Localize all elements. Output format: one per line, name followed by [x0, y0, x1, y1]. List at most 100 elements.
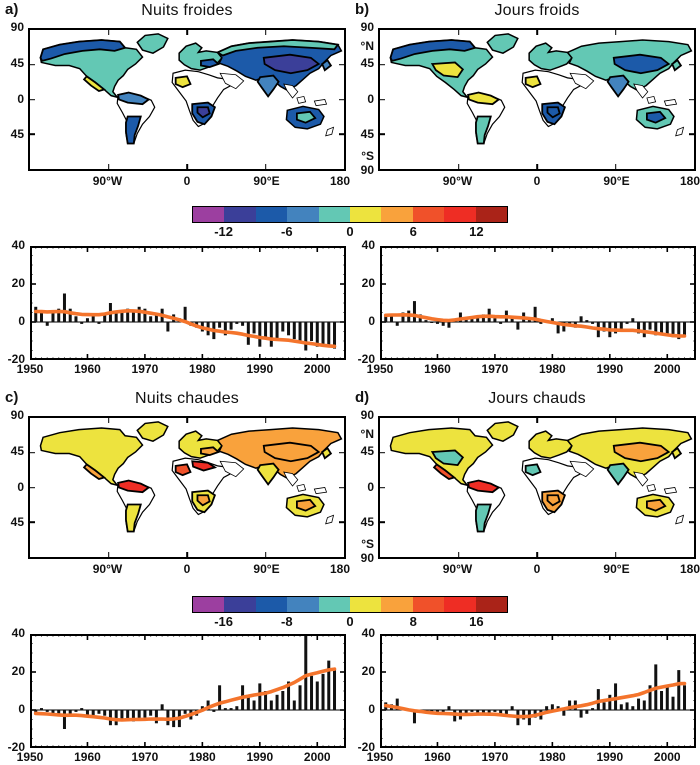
map-region-na_north_band	[390, 40, 475, 61]
bar	[39, 312, 43, 322]
panel-a-timeseries	[30, 246, 346, 360]
bar	[51, 710, 55, 714]
bar	[315, 681, 319, 710]
bar	[218, 322, 222, 328]
bar	[412, 710, 416, 724]
map-x-tick-label: 90°W	[442, 174, 473, 188]
bar	[45, 322, 49, 326]
map-region-northamerica	[40, 428, 142, 485]
bar	[637, 698, 641, 710]
bar	[45, 710, 49, 712]
bar	[591, 322, 595, 324]
map-tick	[107, 30, 110, 35]
map-region-borneo	[647, 484, 656, 491]
bar	[241, 322, 245, 326]
bar	[430, 710, 434, 712]
bar	[556, 322, 560, 334]
bar	[568, 700, 572, 710]
panel-a-map-y-axis-labels: 90 45 0 45	[0, 20, 25, 171]
map-region-japan	[672, 448, 681, 458]
colorbar-segment	[475, 207, 508, 222]
map-tick	[380, 133, 385, 136]
map-tick	[186, 552, 188, 557]
map-region-greenland	[487, 34, 518, 53]
map-x-tick-label: 90°W	[92, 174, 123, 188]
plot-frame	[380, 634, 696, 748]
bar	[183, 306, 187, 322]
map-region-arabia	[220, 73, 244, 88]
bar	[562, 710, 566, 716]
map-region-arabia	[570, 461, 594, 476]
bar	[114, 710, 118, 726]
map-tick	[536, 552, 538, 557]
bar	[166, 322, 170, 332]
map-region-africa_south_inner	[197, 107, 209, 117]
colorbar-segment	[193, 597, 225, 612]
map-x-tick-label: 180	[329, 174, 351, 188]
map-tick	[30, 63, 35, 66]
map-region-africa_west_patch	[176, 76, 191, 87]
map-x-tick-label: 0	[183, 174, 191, 188]
map-region-sea_pen	[284, 472, 298, 486]
chart-x-tick-label: 1960	[424, 750, 451, 764]
timeseries-svg-a	[30, 246, 346, 360]
bar	[143, 710, 147, 718]
colorbar-segment	[412, 207, 445, 222]
map-region-asia_central_patch	[264, 443, 319, 462]
map-tick	[339, 451, 344, 454]
bar	[493, 710, 497, 712]
bar	[287, 322, 291, 336]
map-region-africa_south_inner	[547, 107, 559, 117]
map-y-tick-label: 90	[360, 408, 374, 422]
bar	[441, 322, 445, 326]
bar	[327, 322, 331, 345]
bar	[441, 710, 445, 712]
map-region-sa_south	[126, 504, 141, 531]
bar	[602, 702, 606, 710]
panel-b-map	[378, 28, 696, 171]
map-region-newguinea	[664, 100, 676, 106]
map-tick	[614, 30, 617, 35]
panel-d-map-y-axis-labels: 90 °N 45 0 45 °S 90	[350, 408, 375, 565]
map-tick	[264, 552, 267, 557]
panel-b-chart-x-axis-labels: 1950 1960 1970 1980 1990 2000	[367, 362, 696, 377]
map-tick	[339, 521, 344, 524]
map-tick	[186, 30, 188, 35]
bar	[447, 322, 451, 328]
map-region-australia_patch	[647, 500, 665, 511]
map-tick	[339, 133, 344, 136]
map-x-tick-label: 0	[533, 174, 541, 188]
chart-x-tick-label: 1950	[366, 362, 394, 376]
bar	[206, 700, 210, 710]
panel-b-map-y-axis-labels: 90 °N 45 0 45 °S 90	[350, 20, 375, 177]
panel-c-timeseries	[30, 634, 346, 748]
panel-c-letter: c)	[5, 389, 19, 406]
bar	[212, 710, 216, 712]
bar	[435, 710, 439, 712]
bar	[62, 710, 66, 729]
chart-y-tick-label: 0	[368, 314, 375, 328]
panel-d-letter: d)	[355, 389, 370, 406]
map-tick	[457, 164, 460, 169]
bar	[660, 691, 664, 710]
map-tick	[689, 133, 694, 136]
bar	[493, 318, 497, 322]
map-tick	[107, 552, 110, 557]
colorbar-segment	[381, 597, 413, 612]
chart-x-tick-label: 2000	[303, 750, 331, 764]
bar	[149, 710, 153, 716]
bar	[619, 322, 623, 332]
bar	[550, 704, 554, 710]
bar	[85, 710, 89, 716]
bar	[252, 700, 256, 710]
bar	[522, 710, 526, 720]
panel-a-letter: a)	[5, 1, 19, 18]
chart-y-tick-label: 40	[11, 626, 25, 640]
map-y-tick-label: 0	[367, 91, 374, 106]
colorbar-tick-label: 6	[409, 224, 417, 239]
bar	[39, 708, 43, 710]
bar	[183, 710, 187, 714]
map-region-japan	[672, 60, 681, 70]
chart-y-tick-label: 20	[11, 276, 25, 290]
bar	[333, 670, 337, 710]
